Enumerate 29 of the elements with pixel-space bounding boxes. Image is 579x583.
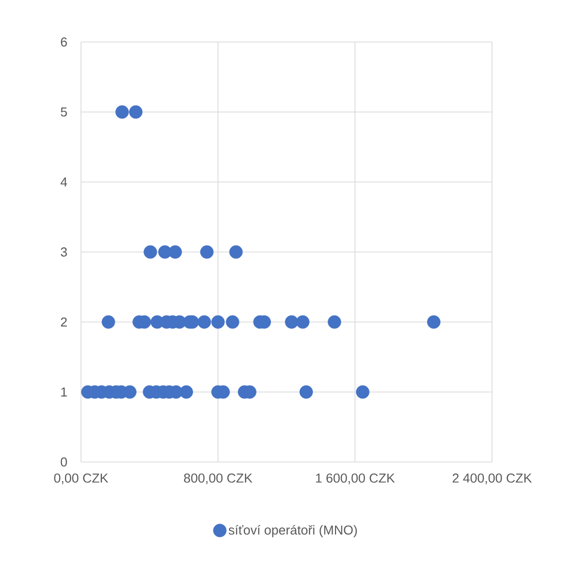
y-tick-label: 1 — [61, 388, 67, 396]
x-tick-label: 0,00 CZK — [54, 474, 108, 484]
x-tick-label: 1 600,00 CZK — [316, 474, 395, 484]
point — [144, 245, 158, 259]
point — [356, 385, 370, 399]
point — [180, 385, 194, 399]
point — [284, 315, 298, 329]
point — [296, 315, 310, 329]
y-tick-label: 4 — [60, 178, 68, 186]
y-tick-label: 6 — [60, 37, 67, 47]
point — [102, 315, 116, 329]
point — [211, 315, 225, 329]
x-tick-label: 2 400,00 CZK — [452, 474, 532, 484]
y-tick-label: 0 — [60, 457, 67, 467]
point — [427, 315, 440, 329]
point — [129, 105, 142, 119]
point — [198, 315, 211, 329]
point — [168, 245, 182, 259]
y-tick-label: 3 — [60, 247, 67, 257]
point — [115, 105, 129, 119]
point — [226, 315, 240, 329]
x-tick-label: 800,00 CZK — [184, 474, 252, 484]
point — [299, 385, 313, 399]
point — [200, 245, 214, 259]
point — [229, 245, 243, 259]
y-tick-label: 5 — [60, 107, 67, 117]
legend-label: síťoví operátoři (MNO) — [228, 524, 357, 538]
y-tick-label: 2 — [60, 317, 67, 327]
point — [328, 315, 342, 329]
